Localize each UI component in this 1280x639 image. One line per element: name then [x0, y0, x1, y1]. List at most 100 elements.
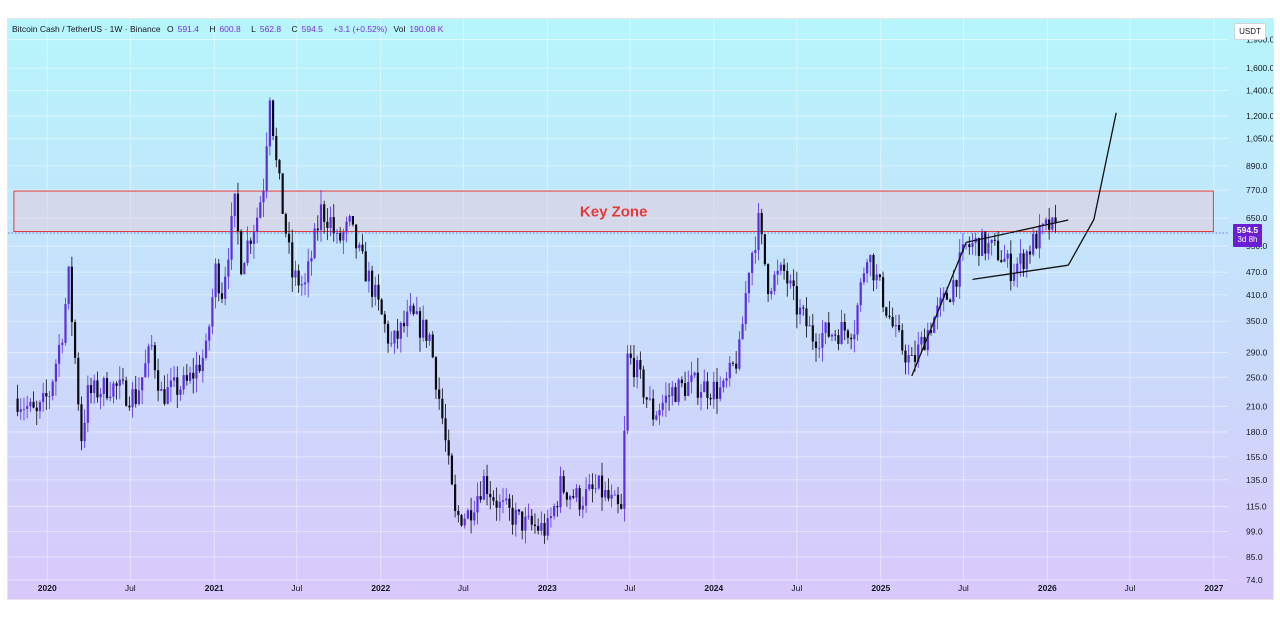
candle-body: [581, 505, 584, 510]
candle-body: [719, 387, 722, 399]
candle-body: [926, 330, 929, 351]
candle-body: [645, 397, 648, 400]
candle-body: [830, 334, 834, 337]
candle-body: [466, 510, 469, 519]
candle-body: [661, 402, 664, 411]
candle-body: [469, 510, 473, 521]
candle-body: [447, 440, 450, 456]
candle-body: [160, 389, 163, 391]
candle-body: [677, 379, 680, 402]
candle-body: [856, 305, 859, 335]
candle-body: [712, 381, 715, 400]
candle-body: [818, 347, 821, 349]
candle-body: [236, 193, 240, 232]
candle-body: [674, 387, 677, 402]
currency-unit-button[interactable]: USDT: [1234, 23, 1266, 40]
candle-body: [201, 357, 204, 372]
candle-body: [125, 380, 128, 406]
candle-body: [227, 259, 230, 277]
candle-body: [29, 401, 32, 407]
candle-body: [297, 270, 300, 286]
candle-body: [83, 422, 86, 442]
candle-body: [869, 255, 872, 263]
candle-body: [275, 135, 278, 161]
candle-body: [342, 232, 345, 241]
candle-body: [648, 398, 652, 400]
candle-body: [96, 380, 99, 398]
candle-body: [885, 307, 888, 316]
candle-body: [565, 492, 569, 500]
candle-body: [508, 498, 511, 508]
candle-body: [172, 377, 176, 381]
candle-body: [751, 252, 754, 273]
y-tick-label: 290.0: [1246, 348, 1268, 358]
x-tick-label: 2025: [871, 583, 890, 593]
y-tick-label: 74.0: [1246, 575, 1263, 585]
candle-body: [731, 362, 735, 364]
candle-body: [604, 489, 607, 498]
x-tick-label: 2024: [704, 583, 723, 593]
candle-body: [35, 407, 38, 412]
candle-body: [463, 518, 466, 526]
candle-body: [16, 398, 19, 412]
candle-body: [1038, 225, 1041, 249]
candle-body: [335, 233, 339, 234]
candle-body: [655, 415, 658, 420]
candle-body: [549, 516, 553, 519]
candle-body: [690, 375, 693, 382]
time-axis[interactable]: 2020 Jul 2021 Jul 2022 Jul 2023 Jul 2024 Jul 2025 J…: [38, 583, 1224, 593]
candle-body: [933, 317, 936, 333]
candle-body: [57, 344, 61, 364]
candle-body: [683, 383, 687, 396]
candle-body: [166, 387, 169, 404]
candle-body: [1041, 223, 1044, 226]
candle-body: [370, 270, 374, 297]
candle-body: [776, 270, 779, 275]
candle-body: [891, 316, 894, 327]
y-tick-label: 250.0: [1246, 372, 1268, 382]
candle-body: [945, 292, 949, 300]
candle-body: [377, 284, 380, 300]
candle-body: [568, 496, 572, 500]
candlestick-chart[interactable]: Key Zone 1,900.01,600.01,400.01,200.01,0…: [8, 19, 1273, 599]
candle-body: [904, 350, 907, 363]
candle-body: [128, 405, 131, 408]
candle-body: [907, 354, 910, 363]
candle-body: [872, 255, 875, 281]
trendline-projection: [1067, 112, 1117, 266]
candle-body: [48, 395, 51, 397]
candle-body: [434, 357, 438, 390]
candle-body: [454, 484, 457, 511]
candle-body: [575, 488, 578, 498]
candle-body: [607, 489, 610, 499]
y-tick-label: 770.0: [1246, 185, 1268, 195]
candle-body: [639, 360, 642, 370]
candle-body: [473, 512, 476, 521]
candle-body: [345, 221, 348, 233]
candle-body: [358, 244, 361, 249]
candle-body: [329, 217, 332, 228]
candle-body: [208, 326, 211, 341]
candle-body: [287, 233, 291, 243]
candle-body: [942, 292, 945, 298]
candle-body: [910, 354, 913, 356]
candle-body: [667, 395, 671, 397]
symbol-title[interactable]: Bitcoin Cash / TetherUS · 1W · Binance: [12, 24, 161, 34]
candle-body: [383, 314, 386, 324]
candle-body: [897, 325, 901, 331]
chart-frame[interactable]: Key Zone 1,900.01,600.01,400.01,200.01,0…: [7, 18, 1274, 600]
candle-body: [1000, 259, 1003, 262]
candle-body: [169, 380, 172, 388]
candle-body: [278, 160, 281, 174]
candle-body: [859, 282, 862, 306]
candle-body: [642, 369, 645, 398]
x-tick-label: 2026: [1038, 583, 1057, 593]
candle-body: [837, 335, 840, 345]
y-tick-label: 85.0: [1246, 552, 1263, 562]
candle-body: [402, 322, 406, 327]
candle-body: [252, 231, 256, 244]
candle-body: [530, 515, 533, 525]
candle-body: [875, 274, 878, 281]
x-tick-label: Jul: [1124, 583, 1135, 593]
candle-body: [425, 319, 428, 341]
